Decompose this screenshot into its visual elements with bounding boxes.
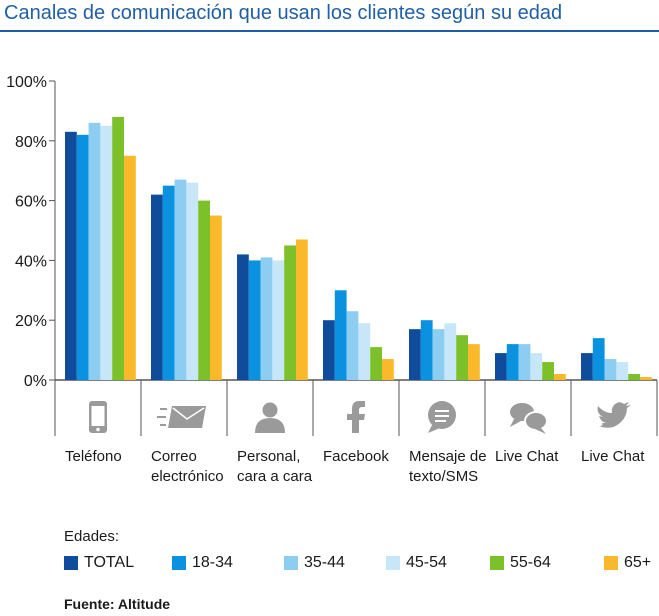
bar-55-64 bbox=[284, 245, 296, 380]
bar-total bbox=[495, 353, 507, 380]
bar-18-34 bbox=[162, 185, 175, 380]
bar-65- bbox=[382, 359, 394, 380]
bar-45-54 bbox=[616, 362, 629, 380]
person-icon bbox=[255, 402, 285, 433]
y-tick-label: 80% bbox=[15, 134, 47, 151]
bar-35-44 bbox=[604, 359, 617, 380]
sms-icon bbox=[428, 401, 456, 433]
bar-chart: 0% 20% 40% 60% 80% 100% Teléfono Correo electrón… bbox=[6, 74, 658, 485]
legend-title: Edades: bbox=[64, 528, 120, 545]
bar-55-64 bbox=[198, 200, 210, 380]
bar-65- bbox=[468, 344, 480, 380]
bar-65- bbox=[124, 155, 136, 380]
bar-total bbox=[151, 194, 163, 380]
bar-35-44 bbox=[260, 257, 273, 380]
category-label: Live Chat bbox=[495, 448, 559, 465]
bar-65- bbox=[296, 239, 308, 380]
y-tick-label: 20% bbox=[15, 313, 47, 330]
bar-65- bbox=[640, 377, 652, 380]
legend-swatch bbox=[490, 556, 504, 570]
y-tick-label: 0% bbox=[24, 373, 47, 390]
source-note: Fuente: Altitude bbox=[64, 596, 171, 612]
bar-55-64 bbox=[370, 347, 382, 380]
bar-55-64 bbox=[112, 116, 124, 380]
bar-18-34 bbox=[420, 320, 433, 380]
legend-swatch bbox=[64, 556, 78, 570]
chart-title: Canales de comunicación que usan los cli… bbox=[4, 2, 563, 24]
legend-swatch bbox=[386, 556, 400, 570]
bar-55-64 bbox=[542, 362, 554, 380]
legend-item: TOTAL bbox=[64, 554, 134, 572]
bar-35-44 bbox=[518, 344, 531, 380]
bar-18-34 bbox=[334, 290, 347, 380]
bar-18-34 bbox=[76, 134, 89, 380]
bar-45-54 bbox=[186, 182, 199, 380]
bar-45-54 bbox=[272, 260, 285, 380]
category-label: Teléfono bbox=[65, 448, 122, 465]
category-label: Correo bbox=[151, 448, 197, 465]
y-tick-label: 100% bbox=[6, 74, 47, 91]
bar-18-34 bbox=[592, 338, 605, 380]
bar-18-34 bbox=[248, 260, 261, 380]
legend-swatch bbox=[284, 556, 298, 570]
facebook-icon bbox=[347, 401, 365, 433]
title-divider bbox=[0, 30, 659, 32]
bar-65- bbox=[210, 215, 222, 380]
bar-35-44 bbox=[432, 329, 445, 380]
legend-label: 45-54 bbox=[406, 554, 447, 571]
bar-55-64 bbox=[628, 374, 640, 380]
bar-total bbox=[581, 353, 593, 380]
legend: TOTAL 18-34 35-44 45-54 55-64 65+ bbox=[64, 554, 659, 576]
chat-icon bbox=[510, 403, 548, 434]
category-label: electrónico bbox=[151, 468, 224, 485]
legend-label: 55-64 bbox=[510, 554, 551, 571]
y-tick-label: 40% bbox=[15, 253, 47, 270]
legend-item: 55-64 bbox=[490, 554, 551, 572]
email-icon bbox=[157, 406, 206, 428]
category-label: Live Chat bbox=[581, 448, 645, 465]
legend-item: 35-44 bbox=[284, 554, 345, 572]
bar-35-44 bbox=[346, 311, 359, 380]
bar-55-64 bbox=[456, 335, 468, 380]
legend-label: TOTAL bbox=[84, 554, 135, 571]
bar-35-44 bbox=[174, 179, 187, 380]
bar-18-34 bbox=[506, 344, 519, 380]
category-label: cara a cara bbox=[237, 468, 313, 485]
bar-45-54 bbox=[530, 353, 543, 380]
bar-total bbox=[237, 254, 249, 380]
bar-total bbox=[65, 131, 77, 380]
bar-35-44 bbox=[88, 122, 101, 381]
twitter-icon bbox=[597, 402, 631, 428]
bar-45-54 bbox=[444, 323, 457, 380]
legend-label: 65+ bbox=[624, 554, 652, 571]
phone-icon bbox=[89, 401, 107, 433]
bar-45-54 bbox=[100, 125, 113, 380]
legend-item: 45-54 bbox=[386, 554, 447, 572]
category-label: Mensaje de bbox=[409, 448, 487, 465]
legend-label: 35-44 bbox=[304, 554, 345, 571]
bar-total bbox=[323, 320, 335, 380]
bar-total bbox=[409, 329, 421, 380]
bar-45-54 bbox=[358, 323, 371, 380]
category-label: Personal, bbox=[237, 448, 300, 465]
category-label: Facebook bbox=[323, 448, 389, 465]
bar-65- bbox=[554, 374, 566, 380]
category-label: texto/SMS bbox=[409, 468, 478, 485]
legend-swatch bbox=[604, 556, 618, 570]
legend-item: 65+ bbox=[604, 554, 651, 572]
legend-item: 18-34 bbox=[172, 554, 233, 572]
y-tick-label: 60% bbox=[15, 194, 47, 211]
legend-swatch bbox=[172, 556, 186, 570]
legend-label: 18-34 bbox=[192, 554, 233, 571]
